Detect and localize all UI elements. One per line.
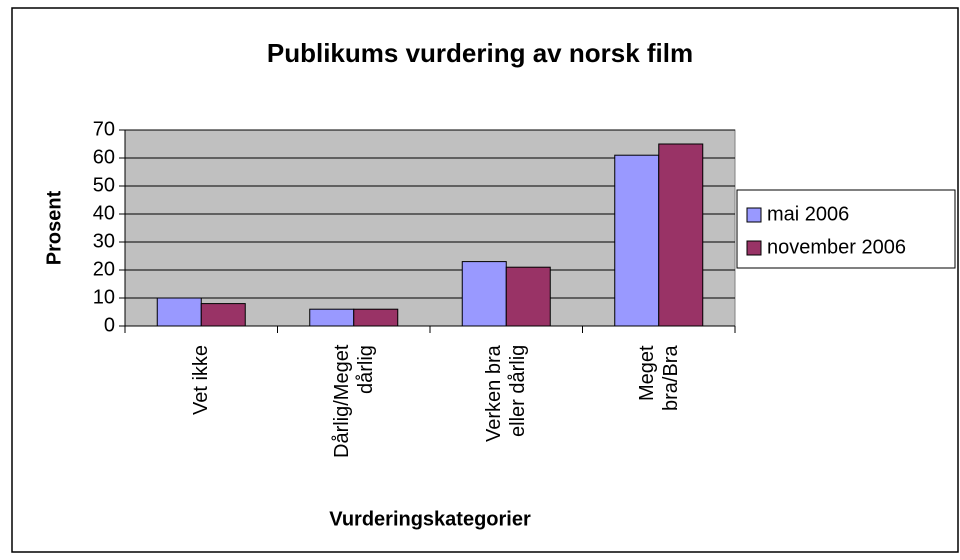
bar [353, 308, 399, 327]
bar [461, 261, 507, 327]
x-tick-label: Verken bra eller dårlig [483, 345, 530, 442]
y-tick-label: 20 [93, 258, 115, 280]
y-tick-label: 0 [104, 314, 115, 336]
legend-swatch [746, 207, 762, 223]
y-tick-label: 30 [93, 230, 115, 252]
bar [505, 266, 551, 327]
bar [156, 297, 202, 327]
y-tick-label: 60 [93, 146, 115, 168]
y-axis-label: Prosent [43, 190, 65, 265]
bar [309, 308, 355, 327]
y-tick-label: 10 [93, 286, 115, 308]
legend-label: november 2006 [767, 236, 906, 258]
legend-label: mai 2006 [767, 203, 849, 225]
x-axis-label: Vurderingskategorier [329, 508, 531, 530]
x-tick-label: Vet ikke [190, 345, 213, 416]
bar [658, 143, 704, 327]
x-tick-label: Dårlig/Meget dårlig [330, 345, 377, 459]
y-tick-label: 70 [93, 118, 115, 140]
y-tick-label: 50 [93, 174, 115, 196]
legend-swatch [746, 240, 762, 256]
chart-title: Publikums vurdering av norsk film [267, 38, 693, 68]
bar [614, 154, 660, 327]
y-tick-label: 40 [93, 202, 115, 224]
legend [736, 189, 956, 269]
bar [200, 303, 246, 327]
x-tick-label: Meget bra/Bra [635, 345, 682, 411]
